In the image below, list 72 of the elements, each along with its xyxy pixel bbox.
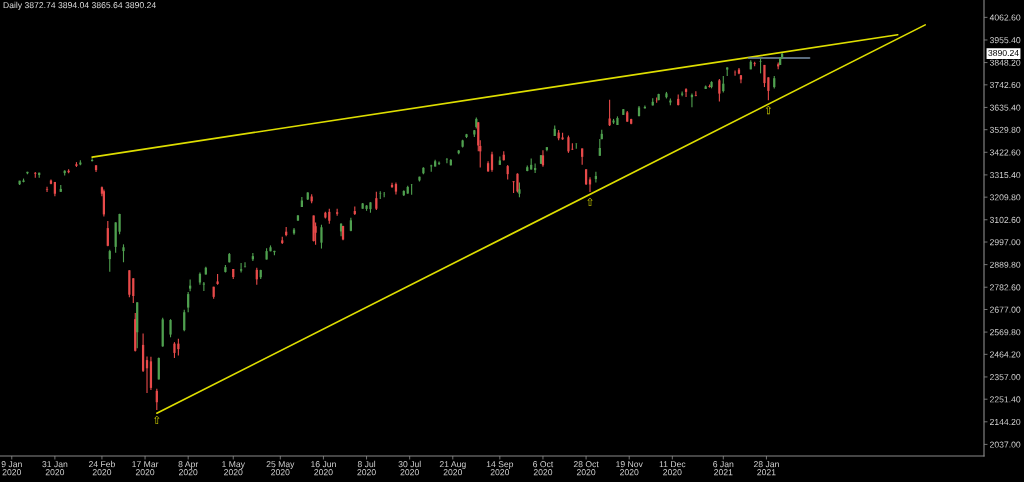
y-tick-label: 3529.80 [989, 126, 1021, 133]
x-tick-label: 8 Jul 2020 [357, 460, 376, 476]
x-tick-label: 1 May 2020 [222, 461, 245, 476]
y-tick-label: 2997.00 [989, 239, 1021, 246]
candlestick [106, 220, 109, 247]
candlestick [320, 224, 323, 250]
candlestick [490, 151, 494, 173]
candlestick [694, 90, 697, 97]
y-tick-label: 2889.80 [989, 261, 1021, 268]
y-tick-label: 2357.00 [989, 374, 1021, 381]
text: 3890.24 [988, 49, 1019, 57]
candlestick [588, 176, 592, 193]
y-tick-label: 3102.60 [989, 216, 1021, 223]
x-tick-label: 6 Jan 2021 [713, 461, 734, 476]
candlestick [445, 157, 449, 164]
candlestick [465, 133, 468, 139]
x-tick-label: 31 Jan 2020 [42, 461, 68, 476]
candlestick [45, 186, 49, 193]
candlestick [243, 261, 247, 269]
candlestick [132, 277, 135, 304]
x-tick-label: 8 Apr 2020 [178, 461, 199, 476]
candlestick [684, 87, 688, 98]
x-tick-label: 6 Oct 2020 [533, 461, 554, 476]
y-tick-label: 3955.40 [989, 37, 1021, 44]
y-tick-label: 3635.40 [989, 104, 1021, 111]
candlestick [336, 208, 339, 217]
x-tick-label: 11 Dec 2020 [659, 461, 686, 476]
x-tick-label: 14 Sep 2020 [486, 461, 514, 476]
x-tick-label: 24 Feb 2020 [88, 460, 115, 476]
y-tick-label: 2144.20 [989, 418, 1021, 426]
y-tick-label: 3209.80 [989, 194, 1021, 201]
x-tick-label: 28 Oct 2020 [573, 461, 599, 476]
y-tick-label: 3315.40 [989, 172, 1021, 179]
annotation: ⇧ [765, 105, 772, 115]
candlestick [169, 318, 172, 338]
candlestick [91, 157, 94, 163]
x-tick-label: 30 Jul 2020 [398, 460, 421, 476]
y-tick-label: 3848.20 [989, 59, 1021, 66]
annotation: ⇧ [587, 197, 593, 207]
y-tick-label: 2782.60 [989, 284, 1021, 291]
y-tick-label: 2464.20 [989, 351, 1021, 358]
y-tick-label: 3742.60 [989, 81, 1021, 89]
chart-title: Daily 3872.74 3894.04 3865.64 3890.24 [3, 1, 156, 10]
candlestick [239, 262, 243, 274]
candlestick [369, 201, 372, 214]
y-tick-label: 2569.80 [989, 329, 1021, 336]
x-tick-label: 16 Jun 2020 [311, 461, 336, 476]
y-tick-label: 2251.40 [989, 396, 1021, 403]
candlestick [718, 78, 721, 103]
x-tick-label: 19 Nov 2020 [616, 461, 643, 476]
candlestick [608, 99, 611, 127]
candlestick [418, 176, 421, 183]
y-tick-label: 4062.60 [989, 14, 1021, 21]
candlestick [202, 281, 205, 292]
candlestick [733, 69, 737, 77]
candlestick [22, 178, 25, 183]
candlestick [437, 160, 441, 166]
candlestick [122, 243, 125, 263]
x-tick-label: 25 May 2020 [266, 461, 295, 476]
annotation: ⇧ [154, 415, 160, 425]
candlestick [187, 291, 190, 313]
y-tick-label: 3422.60 [989, 149, 1021, 156]
x-tick-label: 28 Jan 2021 [753, 461, 779, 476]
candlestick [183, 309, 186, 332]
x-tick-label: 9 Jan 2020 [1, 461, 22, 476]
candlestick [269, 244, 272, 252]
candlestick [681, 90, 684, 97]
x-tick-label: 21 Aug 2020 [439, 461, 466, 476]
y-tick-label: 2677.00 [989, 306, 1021, 313]
y-tick-label: 2037.00 [989, 441, 1021, 448]
candlestick [375, 191, 378, 211]
x-tick-label: 17 Mar 2020 [132, 461, 159, 476]
